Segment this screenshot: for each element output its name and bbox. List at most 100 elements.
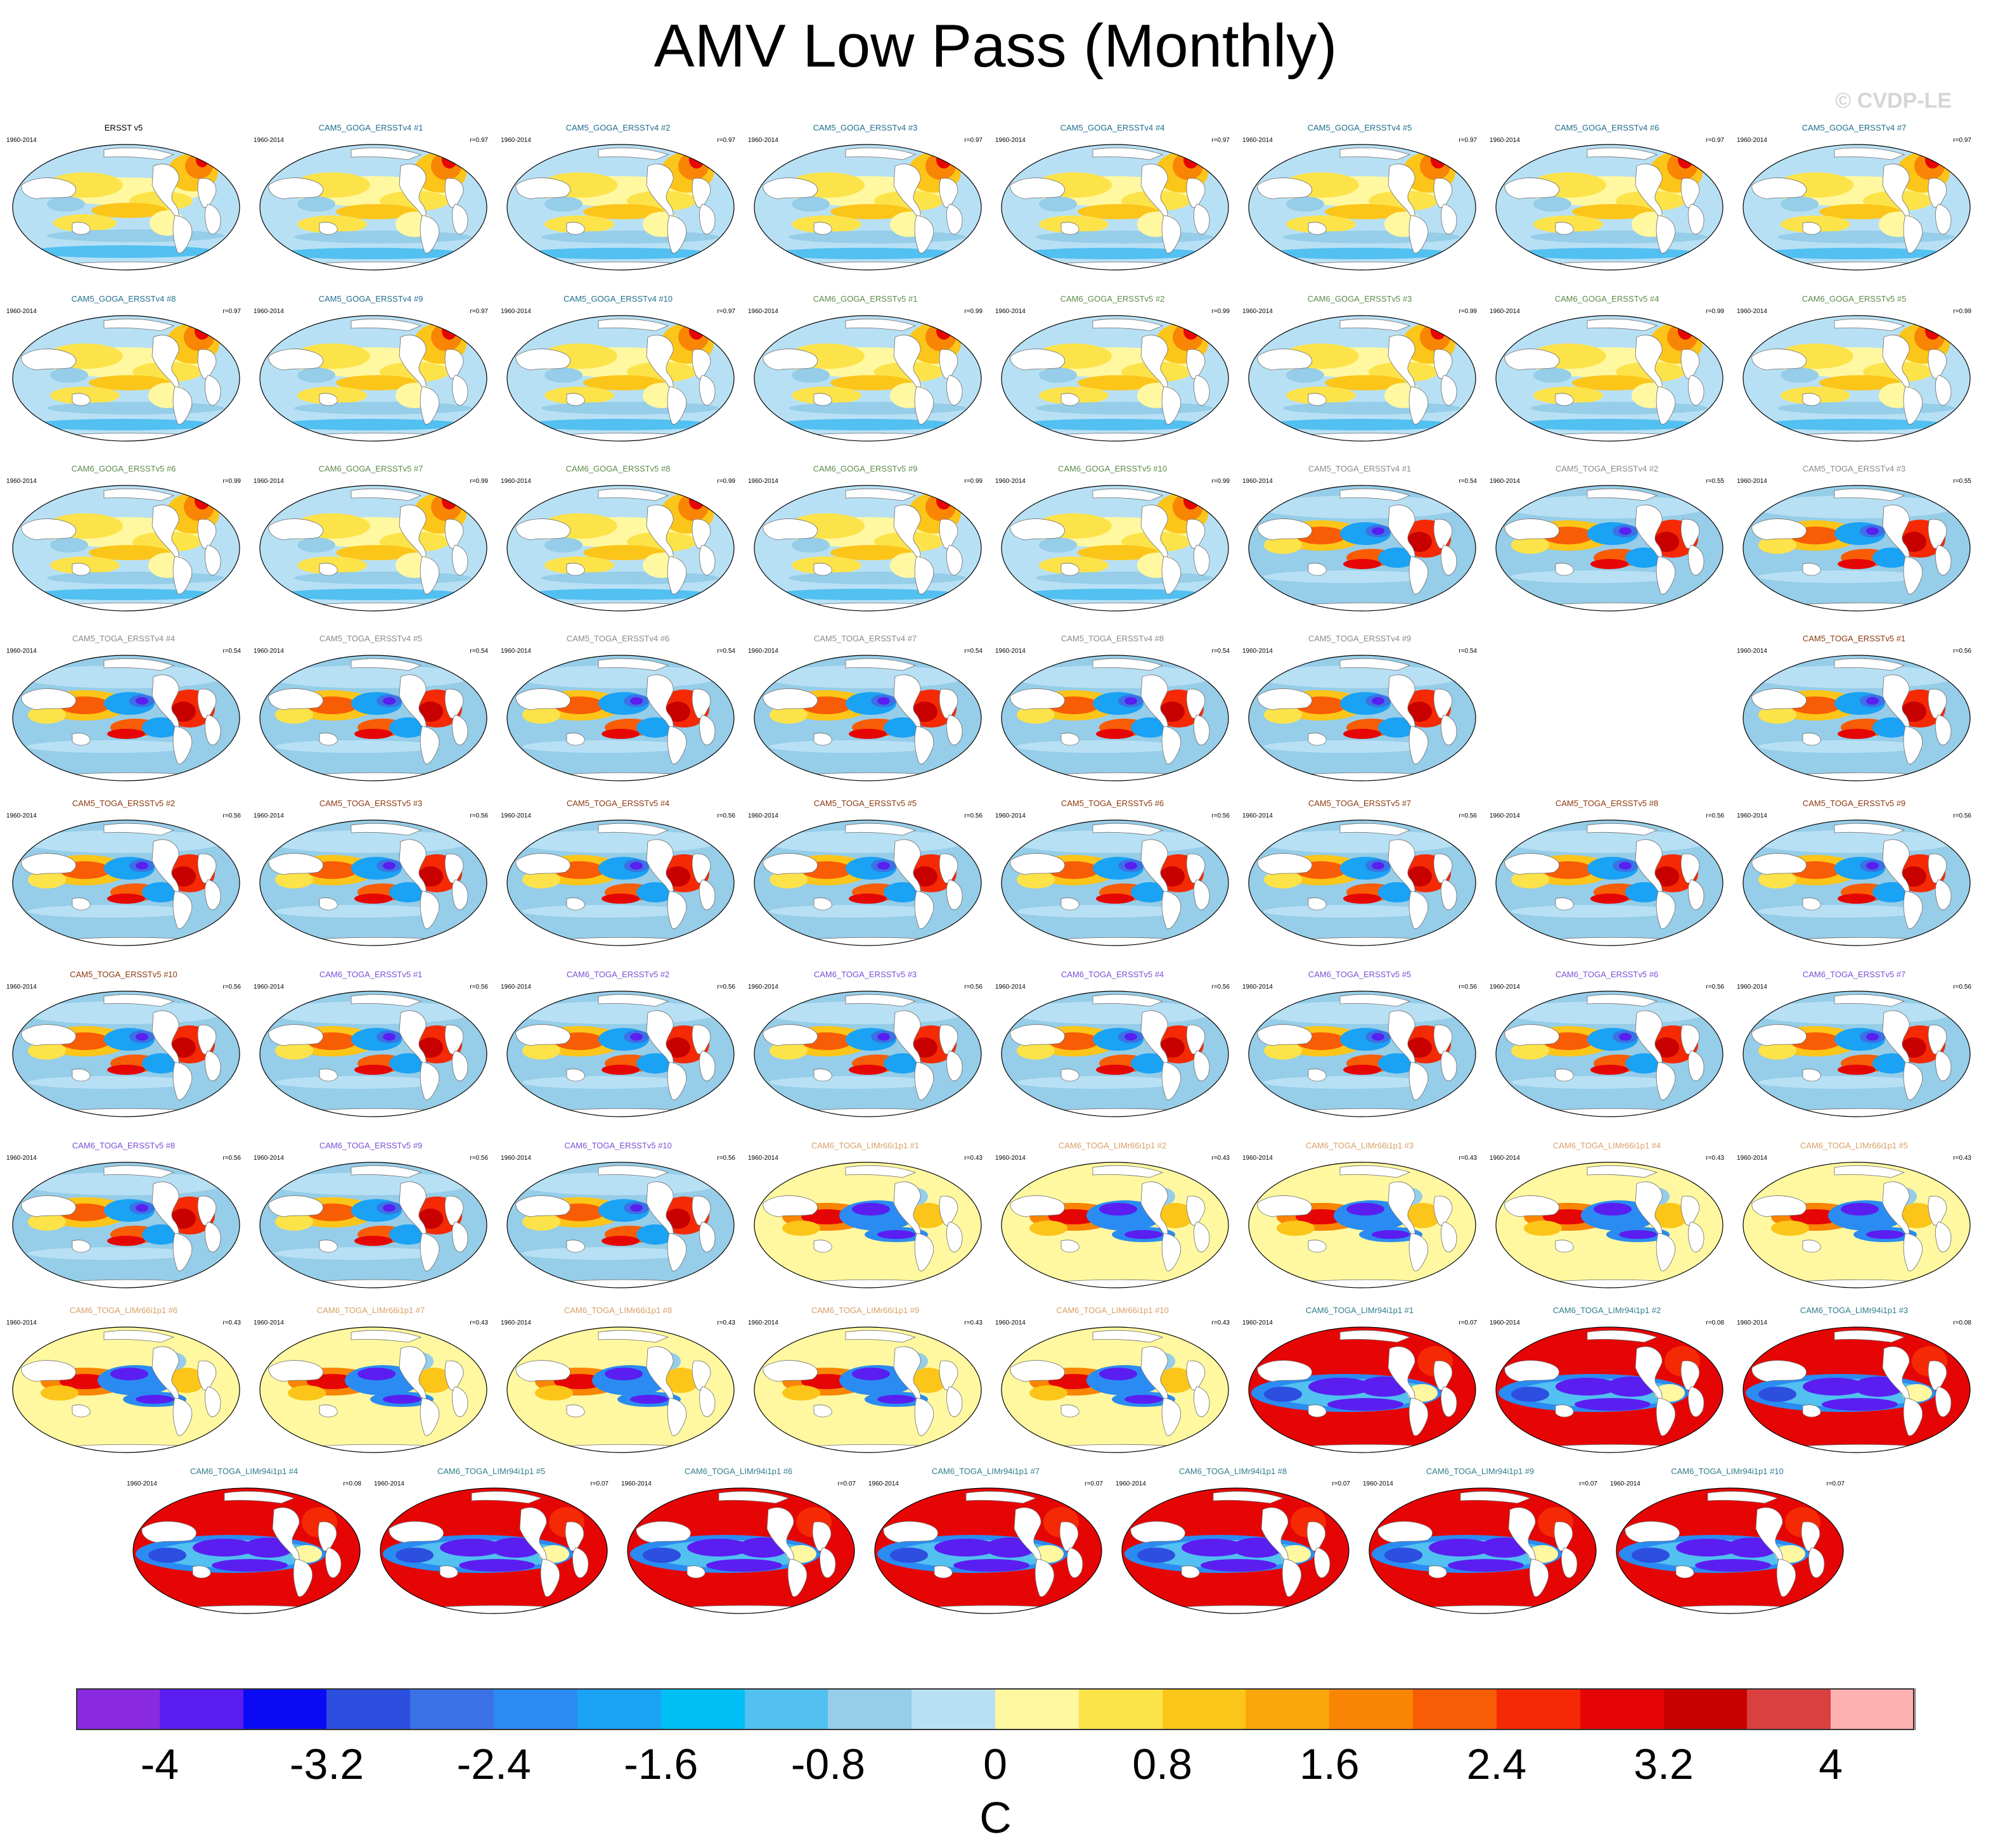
global-map bbox=[754, 1326, 982, 1453]
landmass bbox=[1789, 1444, 1930, 1453]
map-field bbox=[260, 485, 487, 611]
global-map bbox=[506, 819, 735, 946]
map-panel: CAM5_GOGA_ERSSTv4 #3 1960-2014 r=0.97 bbox=[748, 123, 983, 275]
landmass bbox=[1408, 556, 1429, 594]
map-panel: CAM6_GOGA_ERSSTv5 #3 1960-2014 r=0.99 bbox=[1242, 294, 1477, 446]
anomaly-contour bbox=[1407, 702, 1432, 722]
global-map bbox=[1495, 144, 1724, 271]
global-map bbox=[1495, 485, 1724, 612]
landmass bbox=[845, 994, 917, 1007]
global-map bbox=[259, 1326, 487, 1453]
landmass bbox=[667, 215, 687, 253]
landmass bbox=[451, 375, 468, 406]
anomaly-contour bbox=[782, 1221, 820, 1236]
landmass bbox=[699, 375, 716, 406]
map-panel: CAM6_TOGA_LIMr66i1p1 #1 1960-2014 r=0.43 bbox=[748, 1141, 983, 1293]
anomaly-contour bbox=[269, 665, 472, 688]
landmass bbox=[914, 890, 934, 929]
landmass bbox=[801, 1279, 941, 1288]
map-panel: CAM6_TOGA_LIMr66i1p1 #3 1960-2014 r=0.43 bbox=[1242, 1141, 1477, 1293]
map-border bbox=[1743, 1326, 1971, 1453]
anomaly-contour bbox=[770, 871, 808, 889]
landmass bbox=[1687, 203, 1704, 234]
map-panel: CAM6_TOGA_ERSSTv5 #7 1960-2014 r=0.56 bbox=[1737, 970, 1971, 1122]
panel-correlation: r=0.97 bbox=[717, 308, 735, 315]
map-border bbox=[1001, 485, 1229, 612]
colorbar-box bbox=[577, 1688, 662, 1730]
panel-years: 1960-2014 bbox=[6, 478, 37, 485]
map-field bbox=[754, 655, 981, 781]
landmass bbox=[351, 1330, 422, 1343]
panel-title: CAM6_TOGA_ERSSTv5 #7 bbox=[1802, 970, 1906, 979]
landmass bbox=[801, 602, 941, 611]
panel-years: 1960-2014 bbox=[6, 137, 37, 144]
landmass bbox=[1060, 563, 1079, 576]
landmass bbox=[553, 1279, 694, 1288]
anomaly-contour bbox=[1594, 1203, 1632, 1216]
map-panel: CAM5_TOGA_ERSSTv5 #7 1960-2014 r=0.56 bbox=[1242, 799, 1477, 951]
anomaly-contour bbox=[1752, 496, 1955, 518]
map-panel: CAM5_GOGA_ERSSTv4 #10 1960-2014 r=0.97 bbox=[501, 294, 735, 446]
anomaly-contour bbox=[934, 1539, 998, 1556]
panel-years: 1960-2014 bbox=[1610, 1480, 1640, 1487]
anomaly-contour bbox=[1346, 1203, 1384, 1216]
landmass bbox=[674, 1605, 815, 1614]
anomaly-contour bbox=[1758, 536, 1796, 554]
map-panel: CAM6_TOGA_ERSSTv5 #5 1960-2014 r=0.56 bbox=[1242, 970, 1477, 1122]
anomaly-contour bbox=[389, 1053, 427, 1074]
map-field bbox=[13, 655, 240, 781]
landmass bbox=[845, 823, 917, 836]
landmass bbox=[1882, 1346, 1910, 1403]
map-panel: CAM6_GOGA_ERSSTv5 #4 1960-2014 r=0.99 bbox=[1490, 294, 1724, 446]
map-border bbox=[1495, 1326, 1724, 1453]
landmass bbox=[553, 602, 694, 611]
anomaly-contour bbox=[28, 871, 66, 889]
map-panel: CAM6_TOGA_ERSSTv5 #8 1960-2014 r=0.56 bbox=[6, 1141, 241, 1293]
landmass bbox=[566, 1404, 585, 1418]
landmass bbox=[268, 177, 323, 200]
landmass bbox=[1687, 375, 1704, 406]
anomaly-contour bbox=[1619, 527, 1632, 535]
anomaly-contour bbox=[636, 717, 674, 738]
anomaly-contour bbox=[1308, 1378, 1372, 1396]
panel-correlation: r=0.43 bbox=[1459, 1155, 1477, 1162]
landmass bbox=[1092, 318, 1164, 331]
anomaly-contour bbox=[1758, 740, 1923, 753]
landmass bbox=[1504, 853, 1559, 875]
global-map bbox=[506, 144, 735, 271]
landmass bbox=[667, 726, 687, 764]
panel-title: CAM6_TOGA_ERSSTv5 #4 bbox=[1060, 970, 1164, 979]
panel-years: 1960-2014 bbox=[868, 1480, 899, 1487]
landmass bbox=[59, 772, 200, 781]
panel-correlation: r=0.97 bbox=[1953, 137, 1971, 144]
anomaly-contour bbox=[636, 1224, 674, 1245]
anomaly-contour bbox=[522, 871, 560, 889]
landmass bbox=[1776, 1558, 1796, 1597]
landmass bbox=[1751, 177, 1807, 200]
global-map bbox=[506, 1326, 735, 1453]
landmass bbox=[1903, 1062, 1923, 1100]
anomaly-contour bbox=[522, 419, 712, 430]
panel-years: 1960-2014 bbox=[1737, 308, 1767, 315]
global-map bbox=[506, 315, 735, 442]
landmass bbox=[1587, 1165, 1658, 1178]
panel-title: CAM5_TOGA_ERSSTv4 #4 bbox=[72, 634, 176, 643]
panel-correlation: r=0.56 bbox=[470, 812, 488, 819]
landmass bbox=[1313, 1547, 1331, 1578]
map-panel: CAM6_GOGA_ERSSTv5 #1 1960-2014 r=0.99 bbox=[748, 294, 983, 446]
landmass bbox=[763, 688, 818, 710]
landmass bbox=[1308, 1240, 1327, 1253]
anomaly-contour bbox=[1866, 527, 1879, 535]
map-field bbox=[1002, 655, 1228, 781]
landmass bbox=[1751, 349, 1807, 371]
panel-years: 1960-2014 bbox=[6, 648, 37, 655]
map-field bbox=[260, 1327, 487, 1453]
map-border bbox=[12, 1162, 240, 1288]
global-map bbox=[1495, 991, 1724, 1117]
global-map bbox=[1743, 1162, 1971, 1288]
anomaly-contour bbox=[1590, 1065, 1628, 1075]
anomaly-contour bbox=[516, 665, 719, 688]
map-border bbox=[754, 315, 982, 442]
anomaly-contour bbox=[1678, 322, 1693, 340]
landmass bbox=[946, 544, 963, 575]
